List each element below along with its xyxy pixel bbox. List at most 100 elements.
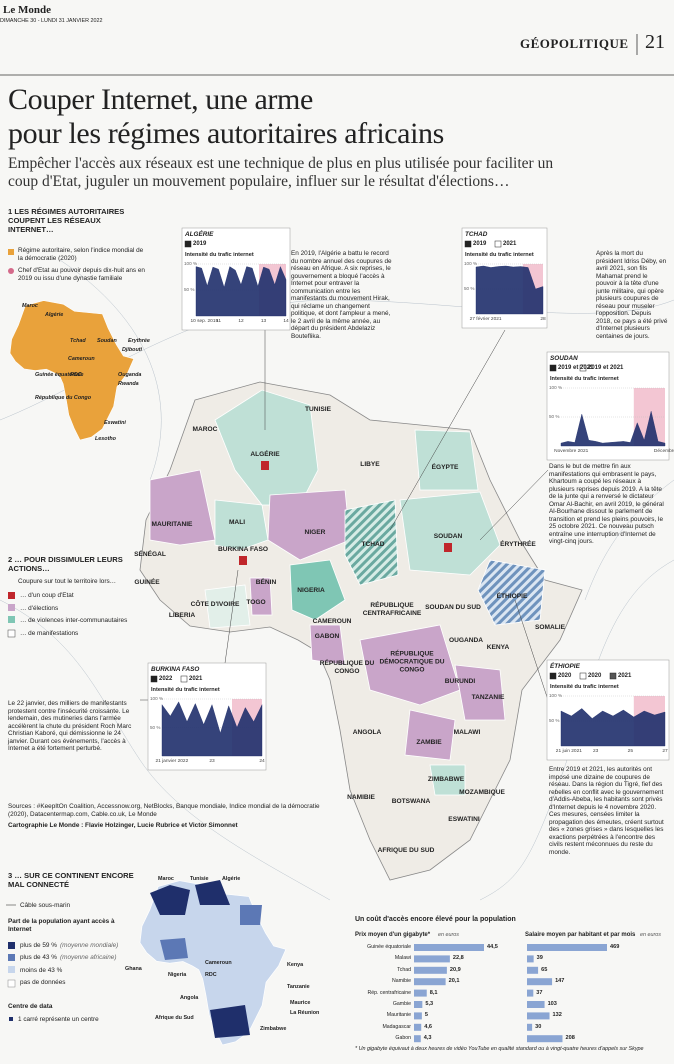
salary-bar — [527, 1012, 550, 1020]
section-name: GÉOPOLITIQUE — [520, 36, 629, 51]
map-label: Djibouti — [122, 347, 143, 353]
country-label: AFRIQUE DU SUD — [377, 847, 435, 855]
panel-country: ALGÉRIE — [185, 231, 214, 238]
country-label: OUGANDA — [448, 637, 484, 645]
value-label: 20,9 — [449, 966, 461, 973]
y-tick-label: 50 % — [549, 718, 560, 723]
y-tick-label: 50 % — [150, 724, 161, 730]
traffic-area — [195, 266, 287, 317]
value-label: 8,1 — [429, 989, 438, 996]
panel-text: Entre 2019 et 2021, les autorités ont im… — [549, 766, 664, 857]
year-icon — [579, 364, 587, 372]
legend-item: pas de données — [20, 979, 66, 987]
category-label: Madagascar — [382, 1023, 411, 1030]
x-tick-label: 23 — [209, 759, 215, 764]
map-label: Algérie — [222, 876, 241, 882]
value-label: 208 — [565, 1035, 575, 1042]
sources: Sources : #KeepItOn Coalition, Accessnow… — [8, 803, 320, 818]
panel-year: 2019 et 2021 — [588, 365, 624, 371]
panel-country: SOUDAN — [550, 355, 578, 362]
value-label: 65 — [541, 966, 548, 973]
footnote: * Un gigabyte équivaut à deux heures de … — [355, 1046, 644, 1052]
chart-unit: en euros — [640, 932, 661, 938]
country-label: LIBERIA — [168, 612, 196, 620]
map-label: Maroc — [22, 303, 38, 309]
legend-item: Câble sous-marin — [20, 902, 71, 909]
map-label: Eswatini — [104, 420, 126, 426]
traffic-area — [161, 701, 263, 757]
x-tick-label: 25 — [627, 749, 633, 754]
map-label: RDC — [205, 972, 217, 978]
country-label: ZIMBABWE — [427, 776, 465, 784]
panel-country: BURKINA FASO — [151, 666, 200, 673]
country-label: ÉTHIOPIE — [496, 593, 528, 601]
country-label: CÔTE D'IVOIRE — [190, 601, 240, 609]
panel-year: 2019 et 2021 — [558, 365, 594, 371]
salary-bar — [527, 944, 607, 951]
country-label: TOGO — [246, 599, 266, 607]
section3-title: 3 … SUR CE CONTINENT ENCORE MAL CONNECTÉ — [8, 871, 134, 889]
panel-year: 2021 — [618, 673, 632, 679]
map-label: Soudan — [97, 338, 117, 344]
y-tick-label: 100 % — [549, 385, 563, 390]
value-label: 22,8 — [452, 955, 464, 962]
country-label: NIGERIA — [297, 587, 325, 595]
map-label: La Réunion — [290, 1010, 320, 1016]
price-bar — [414, 1023, 422, 1031]
value-label: 20,1 — [448, 978, 460, 985]
map-label: Tchad — [70, 338, 86, 344]
x-tick-label: 23 — [592, 749, 599, 754]
country-label: SOUDAN — [433, 533, 463, 541]
panel-caption: Intensité du trafic internet — [550, 376, 619, 382]
country-label: GUINÉE — [134, 579, 160, 587]
country-label: BÉNIN — [255, 579, 277, 587]
brand: Le Monde — [3, 4, 51, 16]
country-label: LIBYE — [360, 461, 380, 469]
y-tick-label: 100 % — [184, 261, 198, 266]
year-icon — [180, 675, 188, 683]
panel-year: 2021 — [503, 241, 517, 247]
panel-year: 2021 — [189, 676, 203, 682]
panel-caption: Intensité du trafic internet — [550, 684, 619, 690]
value-label: 132 — [552, 1012, 562, 1019]
map-label: Algérie — [45, 312, 64, 318]
panel-text: En 2019, l'Algérie a battu le record du … — [291, 250, 392, 341]
chart-title: Prix moyen d'un gigabyte* — [355, 932, 431, 938]
map-label: Rwanda — [118, 381, 139, 387]
y-tick-label: 50 % — [464, 286, 475, 291]
y-tick-label: 100 % — [549, 693, 563, 698]
alert-icon — [444, 543, 452, 552]
x-tick-label: 27 février 2021 — [469, 317, 502, 322]
country-label: ANGOLA — [352, 729, 382, 737]
x-tick-label: Novembre 2021 — [554, 449, 589, 454]
map-label: Nigeria — [168, 972, 187, 978]
x-tick-label: Décembre — [653, 449, 674, 454]
value-label: 5 — [424, 1012, 428, 1019]
legend-item: 1 carré représente un centre — [18, 1016, 99, 1023]
panel-caption: Intensité du trafic internet — [151, 687, 220, 693]
country-label: MAURITANIE — [151, 521, 193, 529]
country-label: KENYA — [486, 644, 510, 652]
connectors — [140, 329, 549, 701]
x-tick-label: 28 — [540, 317, 546, 322]
country-label: RÉPUBLIQUE DU CONGO — [319, 660, 375, 675]
panel-year: 2022 — [159, 676, 173, 682]
map-label: République du Congo — [35, 395, 91, 401]
panel-year: 2019 — [193, 241, 207, 247]
salary-bar — [527, 978, 553, 986]
salary-bar — [527, 955, 534, 963]
map-label: Cameroun — [68, 356, 95, 362]
map-label: Erythrée — [128, 338, 150, 344]
price-bar — [414, 978, 446, 986]
country-shading — [149, 389, 546, 796]
panel-year: 2020 — [588, 673, 602, 679]
value-label: 103 — [547, 1001, 557, 1007]
country-label: RÉPUBLIQUE DÉMOCRATIQUE DU CONGO — [379, 650, 445, 673]
salary-bar — [527, 1001, 545, 1008]
title-line: Couper Internet, une arme — [8, 83, 313, 116]
country-label: MALAWI — [453, 729, 481, 737]
country-label: BURKINA FASO — [218, 546, 268, 554]
category-label: Rép. centrafricaine — [367, 989, 411, 996]
country-label: ÉRYTHRÉE — [500, 541, 536, 549]
